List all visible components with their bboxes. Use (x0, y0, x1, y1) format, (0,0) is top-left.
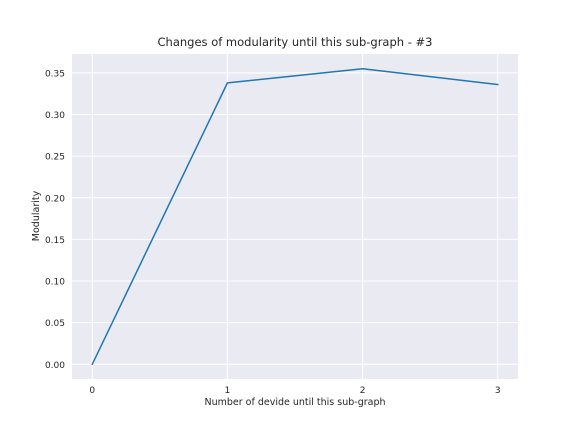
y-tick-label: 0.10 (45, 278, 65, 288)
y-tick-label: 0.25 (45, 153, 65, 163)
y-tick-label: 0.30 (45, 111, 65, 121)
series-line (91, 67, 499, 366)
grid-lines (72, 54, 518, 379)
x-tick-labels: 0 1 2 3 (89, 386, 500, 396)
x-tick-label: 1 (225, 386, 231, 396)
y-tick-label: 0.15 (45, 236, 65, 246)
y-tick-labels: 0.00 0.05 0.10 0.15 0.20 0.25 0.30 0.35 (45, 69, 65, 370)
x-tick-label: 3 (495, 386, 501, 396)
y-tick-label: 0.05 (45, 319, 65, 329)
y-tick-label: 0.20 (45, 194, 65, 204)
y-tick-label: 0.00 (45, 361, 65, 371)
series-group (91, 67, 499, 366)
chart-title: Changes of modularity until this sub-gra… (158, 35, 433, 49)
x-tick-label: 0 (89, 386, 95, 396)
plot-area (72, 54, 518, 379)
y-tick-label: 0.35 (45, 69, 65, 79)
x-tick-label: 2 (360, 386, 366, 396)
y-axis-label: Modularity (31, 190, 42, 241)
x-axis-label: Number of devide until this sub-graph (204, 397, 385, 408)
